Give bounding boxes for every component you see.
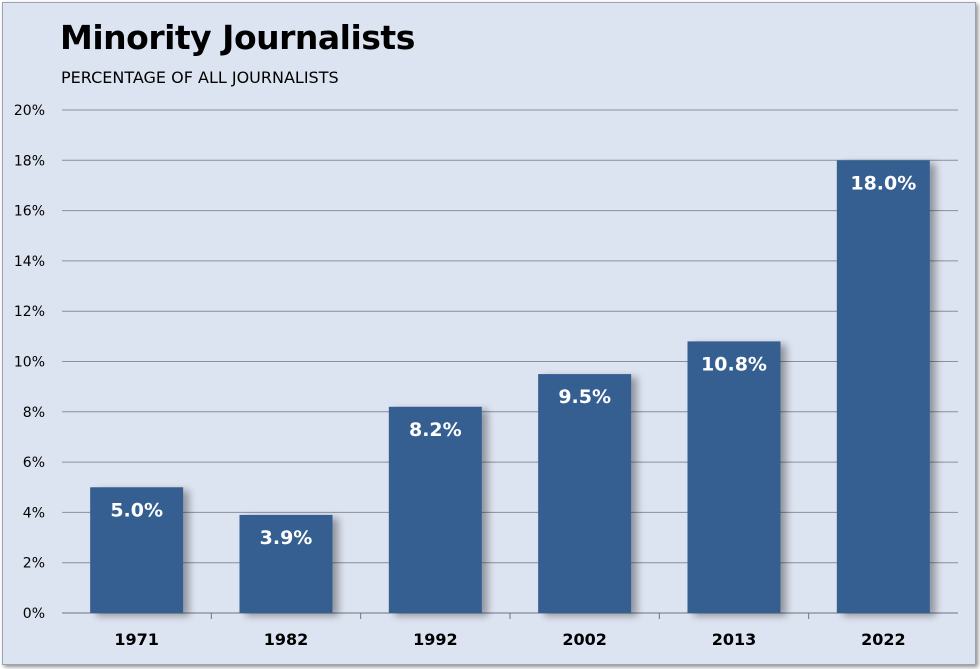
x-tick-label-2013: 2013 [712, 630, 757, 649]
y-axis: 0% 2% 4% 6% 8% 10% 12% 14% 16% 18% 20% [14, 103, 45, 622]
bar-1982 [239, 514, 333, 613]
bar-2002 [538, 374, 632, 613]
y-tick-label: 0% [23, 606, 45, 622]
gridlines [62, 109, 958, 614]
x-axis: 1971 1982 1992 2002 2013 2022 [114, 613, 906, 649]
data-label-1982: 3.9% [260, 527, 313, 549]
data-label-2002: 9.5% [558, 386, 611, 408]
data-label-1992: 8.2% [409, 419, 462, 441]
y-tick-label: 12% [14, 304, 45, 320]
x-tick-label-1992: 1992 [413, 630, 458, 649]
y-tick-label: 16% [14, 204, 45, 220]
chart-title: Minority Journalists [60, 18, 415, 57]
x-tick-label-1971: 1971 [114, 630, 159, 649]
y-tick-label: 14% [14, 254, 45, 270]
y-tick-label: 8% [23, 405, 45, 421]
bar-1992 [388, 406, 482, 613]
chart-subtitle: PERCENTAGE OF ALL JOURNALISTS [61, 68, 339, 87]
bar-2013 [687, 341, 781, 613]
data-label-2022: 18.0% [850, 172, 916, 194]
y-tick-label: 20% [14, 103, 45, 119]
bar-1971 [90, 487, 184, 613]
y-tick-label: 10% [14, 355, 45, 371]
y-tick-label: 2% [23, 556, 45, 572]
y-tick-label: 18% [14, 153, 45, 169]
bar-2022 [836, 160, 930, 614]
data-label-2013: 10.8% [701, 353, 767, 375]
data-label-1971: 5.0% [110, 499, 163, 521]
bars: 5.0% 3.9% 8.2% 9.5% 10.8% 18.0% [90, 160, 930, 614]
y-tick-label: 6% [23, 455, 45, 471]
x-tick-label-2002: 2002 [562, 630, 607, 649]
y-tick-label: 4% [23, 505, 45, 521]
x-tick-label-1982: 1982 [264, 630, 309, 649]
x-tick-label-2022: 2022 [861, 630, 906, 649]
